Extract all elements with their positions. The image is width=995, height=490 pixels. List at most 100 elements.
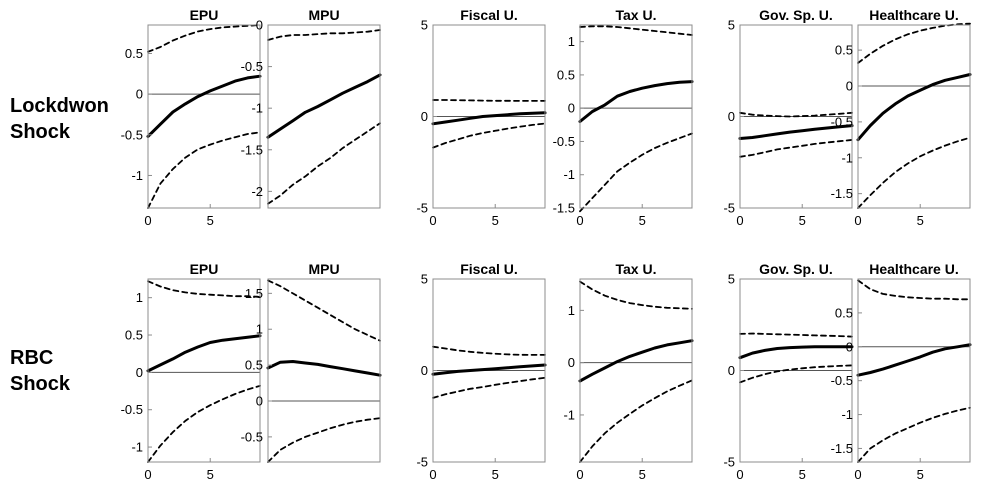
panel-1-4-ytick-label: 5 (728, 272, 735, 287)
panel-1-2-xtick-label: 5 (492, 467, 499, 482)
panel-1-2-series-2-band (432, 376, 546, 399)
panel-0-4-xtick-label: 0 (736, 213, 743, 228)
panel-1-3-series-1-response (578, 339, 694, 383)
panel-1-0-xtick-label: 5 (207, 467, 214, 482)
panel-0-4-ytick-label: -5 (723, 201, 735, 216)
panel-0-0-ytick-label: -0.5 (121, 127, 143, 142)
panel-1-3-ytick-label: 1 (568, 303, 575, 318)
row-label-rbc-line2: Shock (10, 373, 71, 395)
panel-1-5-series-0-band (857, 279, 971, 301)
panel-0-3-frame (579, 24, 693, 209)
panel-0-1-ytick-label: -0.5 (241, 59, 263, 74)
panel-1-5-ytick-label: -1.5 (831, 441, 853, 456)
panel-0-3-title: Tax U. (616, 7, 657, 23)
panel-0-3-xtick-label: 0 (576, 213, 583, 228)
panel-0-3-ytick-label: -0.5 (553, 134, 575, 149)
panel-0-0-series-0-band (147, 24, 261, 53)
panel-1-3-xtick-label: 0 (576, 467, 583, 482)
panel-1-3-frame (579, 278, 693, 463)
row-label-lockdown-line1: Lockdwon (10, 95, 109, 117)
panel-0-1-frame (267, 24, 381, 209)
row-label-rbc-line1: RBC (10, 347, 54, 369)
row-label-lockdown: Lockdwon Shock (10, 93, 109, 145)
panel-1-1-title: MPU (308, 261, 339, 277)
panel-0-1-ytick-label: -1 (251, 101, 263, 116)
panel-0-0-frame (147, 24, 261, 209)
panel-0-4-series-0-band (739, 111, 853, 118)
panel-1-2-title: Fiscal U. (460, 261, 518, 277)
panel-1-1-ytick-label: -0.5 (241, 429, 263, 444)
panel-0-1-ytick-label: -2 (251, 184, 263, 199)
panel-0-1-ytick-label: 0 (256, 18, 263, 33)
panel-0-5-ytick-label: 0 (846, 79, 853, 94)
panel-0-2-ytick-label: 5 (421, 18, 428, 33)
row-label-lockdown-line2: Shock (10, 121, 71, 143)
panel-1-3-series-0-band (579, 280, 693, 310)
panel-1-2-ytick-label: 5 (421, 272, 428, 287)
panel-0-3-ytick-label: 1 (568, 34, 575, 49)
panel-1-2-ytick-label: 0 (421, 363, 428, 378)
panel-1-0-ytick-label: 0.5 (125, 328, 143, 343)
panel-0-0-series-2-band (147, 131, 261, 209)
panel-1-5-xtick-label: 5 (917, 467, 924, 482)
panel-1-1-series-1-response (266, 360, 382, 377)
panel-1-4-ytick-label: -5 (723, 455, 735, 470)
panel-0-0-xtick-label: 5 (207, 213, 214, 228)
panel-1-3-title: Tax U. (616, 261, 657, 277)
panel-1-1-ytick-label: 1 (256, 322, 263, 337)
panel-0-3-xtick-label: 5 (639, 213, 646, 228)
panel-0-5-title: Healthcare U. (869, 7, 958, 23)
panel-1-5-ytick-label: -1 (841, 407, 853, 422)
panel-1-3-ytick-label: -1 (563, 407, 575, 422)
panel-0-5-series-0-band (857, 22, 971, 64)
panel-1-0-series-1-response (146, 334, 262, 373)
panel-1-1-ytick-label: 0.5 (245, 358, 263, 373)
panel-1-2-series-0-band (432, 345, 546, 356)
panel-1-4-series-0-band (739, 332, 853, 338)
panel-0-5-xtick-label: 0 (854, 213, 861, 228)
panel-0-4-title: Gov. Sp. U. (759, 7, 833, 23)
panel-1-1-frame (267, 278, 381, 463)
panel-1-3-series-2-band (579, 379, 693, 463)
panel-1-4-xtick-label: 0 (736, 467, 743, 482)
panel-1-5-xtick-label: 0 (854, 467, 861, 482)
panel-0-3-ytick-label: 0.5 (557, 67, 575, 82)
panel-0-4-series-2-band (739, 138, 853, 158)
panel-0-5-ytick-label: -1.5 (831, 186, 853, 201)
panel-1-5-series-2-band (857, 406, 971, 463)
panel-1-0-ytick-label: -0.5 (121, 402, 143, 417)
panel-0-0-ytick-label: 0 (136, 87, 143, 102)
panel-0-0-series-1-response (146, 74, 262, 138)
panel-0-3-ytick-label: 0 (568, 101, 575, 116)
panel-0-0-xtick-label: 0 (144, 213, 151, 228)
panel-0-3-series-2-band (579, 132, 693, 213)
panel-1-4-series-2-band (739, 364, 853, 384)
panel-0-4-ytick-label: 5 (728, 18, 735, 33)
panel-1-0-series-2-band (147, 384, 261, 463)
panel-0-2-series-1-response (431, 111, 547, 126)
panel-1-1-ytick-label: 0 (256, 394, 263, 409)
panel-1-0-ytick-label: 1 (136, 290, 143, 305)
panel-0-3-series-0-band (579, 25, 693, 36)
panel-0-5-ytick-label: -1 (841, 150, 853, 165)
panel-1-2-series-1-response (431, 363, 547, 376)
panel-1-0-xtick-label: 0 (144, 467, 151, 482)
panel-1-4-ytick-label: 0 (728, 363, 735, 378)
panel-0-3-ytick-label: -1.5 (553, 201, 575, 216)
panel-1-1-series-2-band (267, 417, 381, 463)
panel-0-2-ytick-label: 0 (421, 109, 428, 124)
panel-0-2-series-0-band (432, 99, 546, 102)
panel-1-5-title: Healthcare U. (869, 261, 958, 277)
panel-1-3-xtick-label: 5 (639, 467, 646, 482)
panel-0-0-ytick-label: 0.5 (125, 46, 143, 61)
panel-1-3-ytick-label: 0 (568, 355, 575, 370)
panel-0-1-series-0-band (267, 29, 381, 41)
panel-0-1-ytick-label: -1.5 (241, 142, 263, 157)
panel-0-4-ytick-label: 0 (728, 109, 735, 124)
panel-1-5-ytick-label: 0.5 (835, 305, 853, 320)
row-label-rbc: RBC Shock (10, 345, 70, 397)
panel-0-2-ytick-label: -5 (416, 201, 428, 216)
panel-1-4-title: Gov. Sp. U. (759, 261, 833, 277)
panel-0-5-ytick-label: 0.5 (835, 43, 853, 58)
